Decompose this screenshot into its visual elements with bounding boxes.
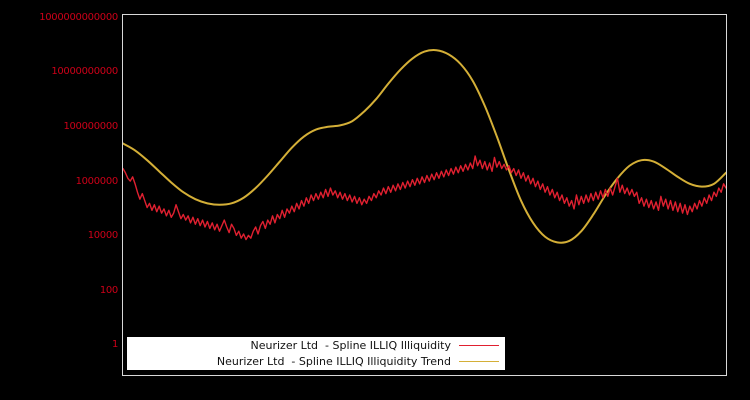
series-path-illiquidity [123, 155, 726, 241]
legend-label-trend: Neurizer Ltd - Spline ILLIQ Illiquidity … [216, 354, 451, 368]
y-axis-tick-label: 1 [111, 339, 118, 350]
series-path-trend [123, 49, 726, 244]
legend-entry-illiquidity: Neurizer Ltd - Spline ILLIQ Illiquidity [127, 337, 505, 353]
y-axis-tick-label: 1000000000000 [39, 12, 118, 23]
legend-label-illiquidity: Neurizer Ltd - Spline ILLIQ Illiquidity [250, 338, 452, 352]
y-axis-tick-label: 100000000 [63, 121, 118, 132]
chart-legend: Neurizer Ltd - Spline ILLIQ Illiquidity … [127, 337, 505, 370]
y-axis-tick-label: 10000 [87, 230, 119, 241]
plot-svg [123, 49, 726, 244]
plot-area [122, 14, 727, 376]
y-axis-tick-label: 100 [99, 285, 118, 296]
legend-entry-trend: Neurizer Ltd - Spline ILLIQ Illiquidity … [127, 353, 505, 369]
y-axis-tick-label: 10000000000 [51, 66, 118, 77]
y-axis-tick-label: 1000000 [75, 176, 119, 187]
legend-swatch-illiquidity [459, 344, 499, 346]
legend-swatch-trend [459, 360, 499, 362]
